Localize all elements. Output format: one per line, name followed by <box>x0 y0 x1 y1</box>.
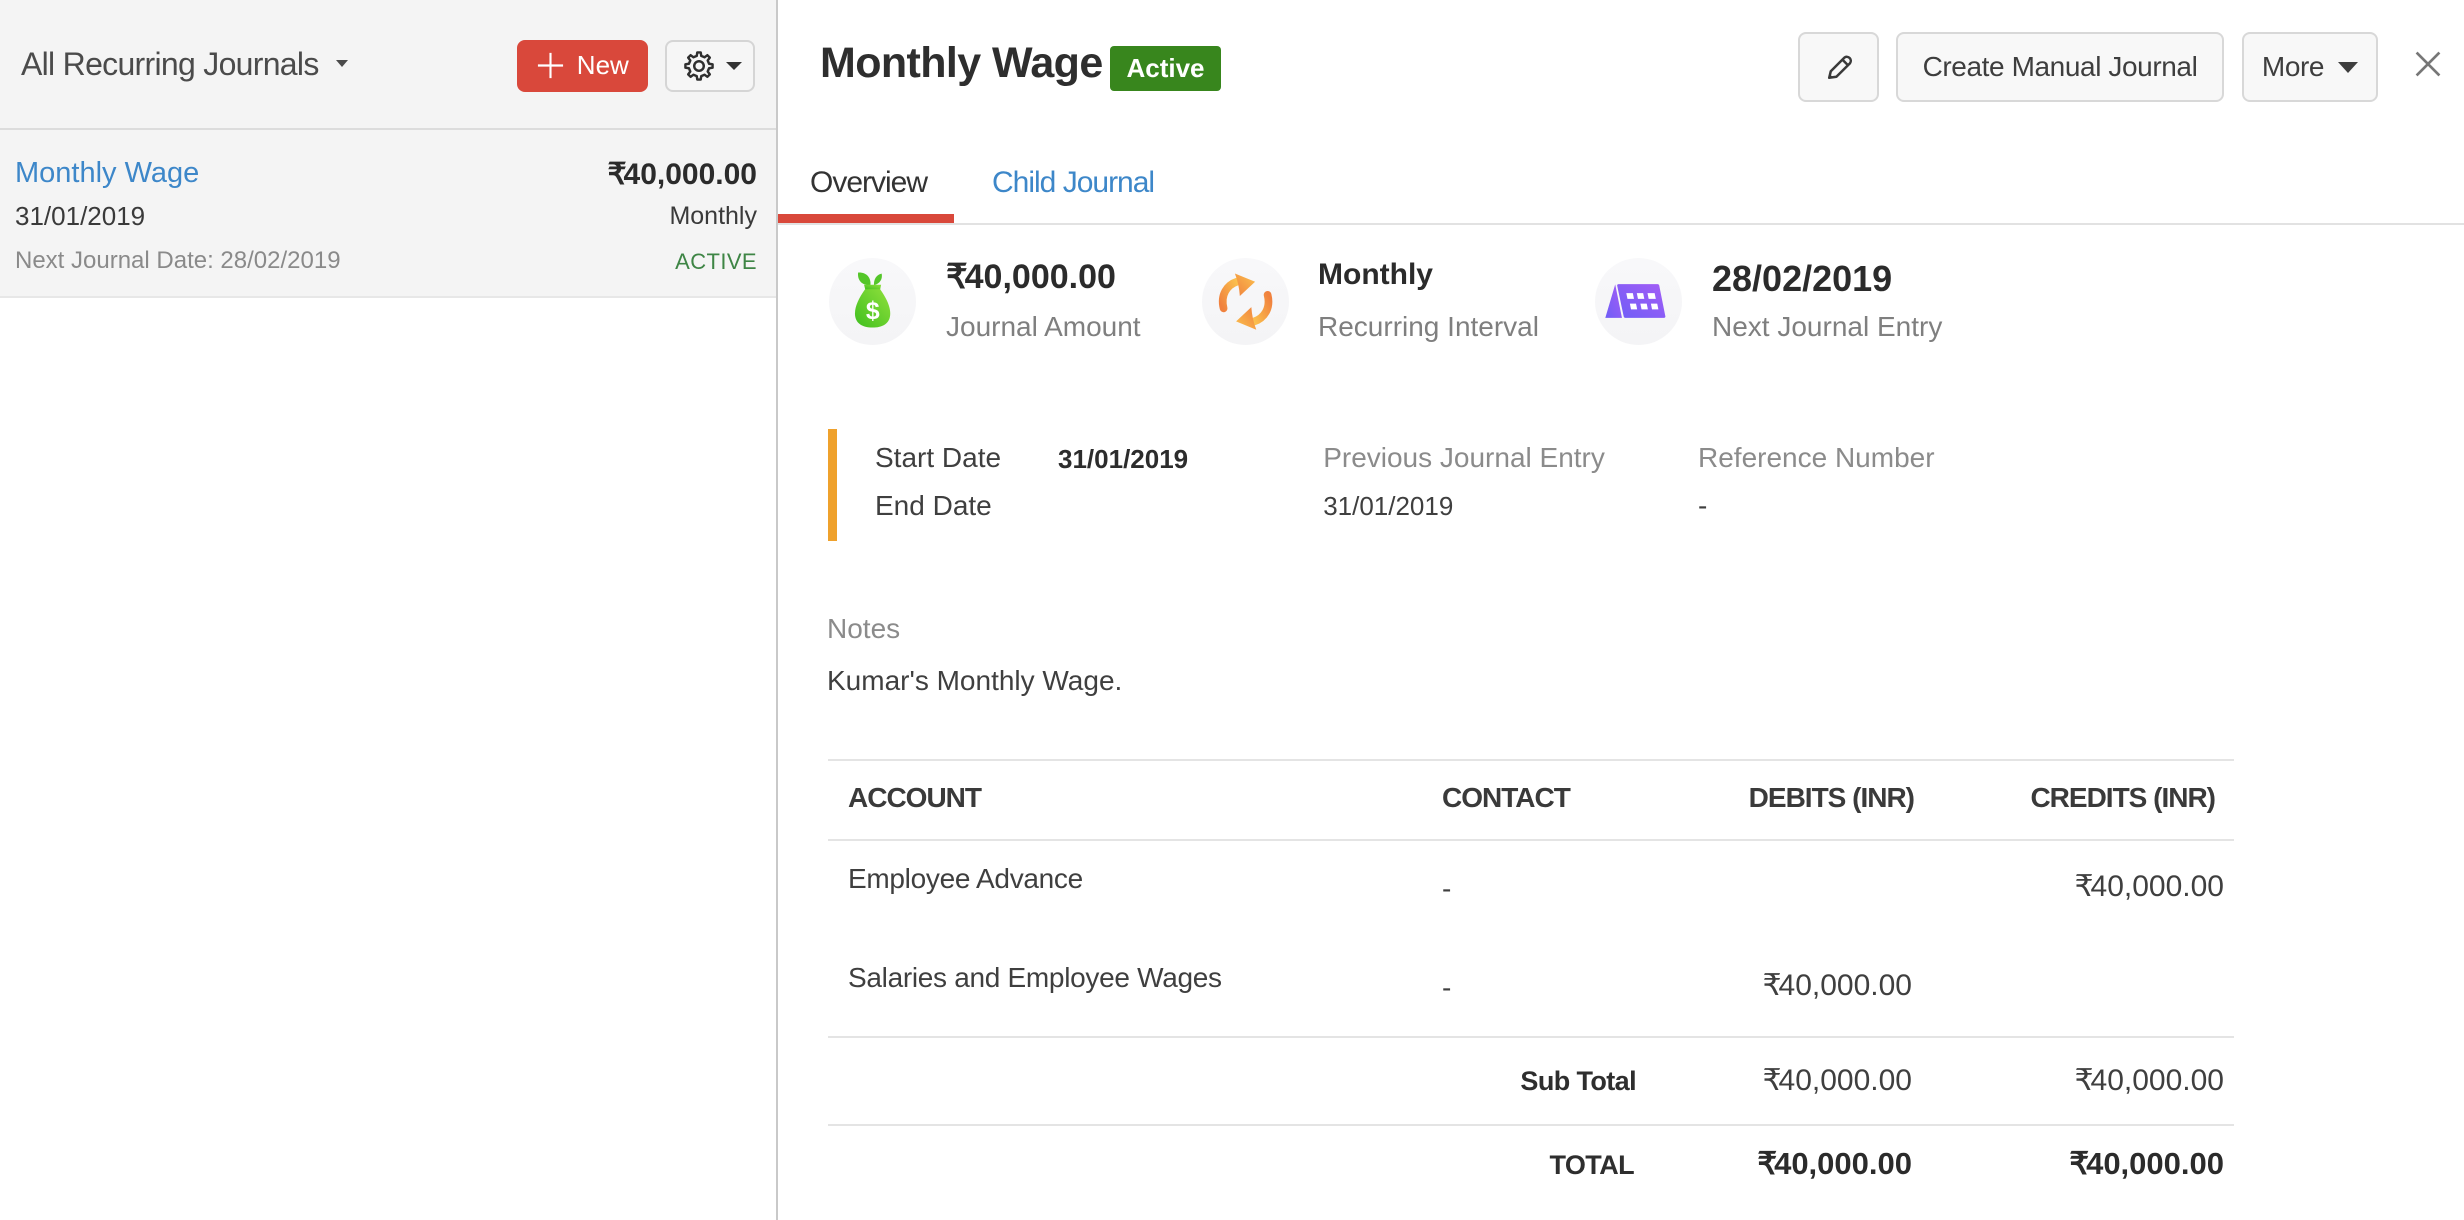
svg-text:$: $ <box>866 298 880 325</box>
